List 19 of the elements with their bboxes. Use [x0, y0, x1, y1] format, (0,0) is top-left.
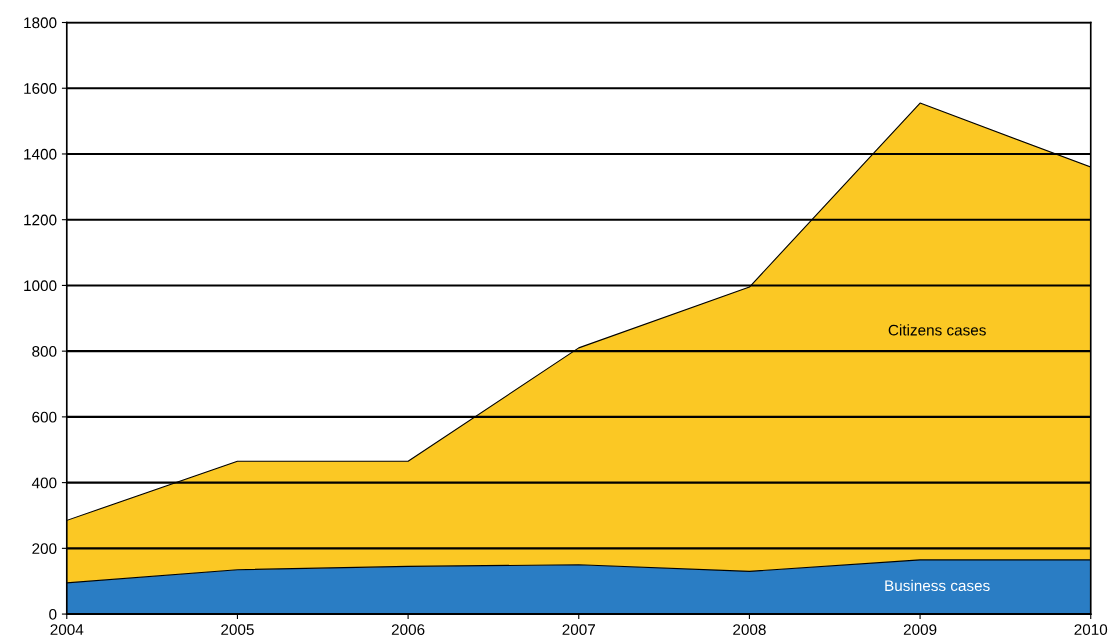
- series-label: Citizens cases: [888, 324, 986, 336]
- x-tick-label: 2005: [221, 624, 254, 636]
- x-tick-label: 2009: [903, 624, 937, 636]
- y-tick-label: 1800: [24, 17, 57, 29]
- series-label: Business cases: [885, 579, 990, 592]
- y-tick-label: 1600: [24, 83, 57, 94]
- y-tick-label: 1000: [24, 280, 57, 292]
- x-tick-label: 2010: [1074, 624, 1108, 636]
- y-tick-label: 400: [31, 477, 57, 489]
- x-tick-label: 2007: [562, 624, 595, 636]
- x-tick-label: 2006: [391, 624, 425, 636]
- y-tick-label: 600: [32, 411, 57, 423]
- x-tick-label: 2008: [733, 624, 766, 636]
- y-tick-label: 0: [49, 608, 57, 620]
- y-tick-label: 1400: [24, 148, 57, 160]
- y-tick-label: 800: [32, 346, 57, 357]
- x-tick-label: 2004: [50, 624, 84, 636]
- y-tick-label: 1200: [24, 214, 57, 226]
- y-tick-label: 200: [32, 543, 57, 555]
